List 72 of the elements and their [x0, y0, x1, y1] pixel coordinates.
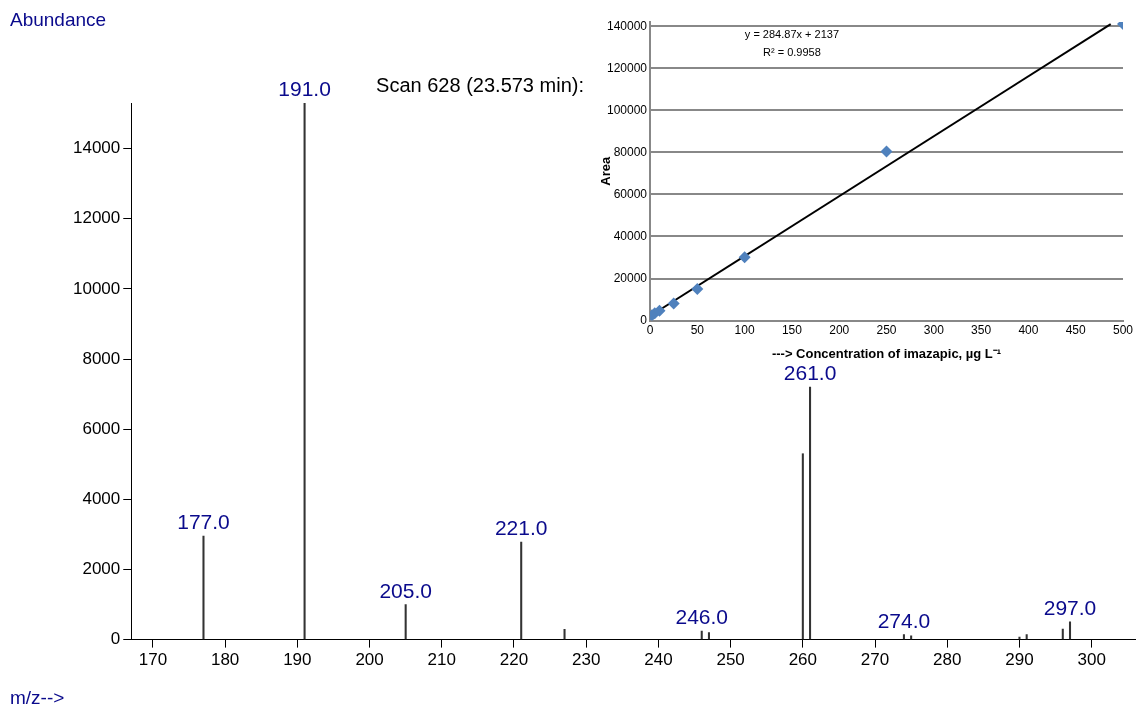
x-tick-label: 300 [1077, 650, 1106, 670]
annotation: R² = 0.9958 [763, 45, 821, 58]
point [691, 283, 704, 296]
y-tick-label: 100000 [607, 102, 648, 117]
bar [202, 535, 205, 640]
x-tick-label: 240 [644, 650, 673, 670]
x-tick-label: 250 [876, 323, 897, 338]
x-tick-label: 500 [1112, 323, 1134, 338]
y-tick-label: 10000 [72, 278, 121, 298]
y-tick-label: 80000 [613, 144, 648, 159]
x-tick-label: 450 [1065, 323, 1087, 338]
x-tick-label: 230 [572, 650, 601, 670]
x-tick-label: 290 [1005, 650, 1034, 670]
x-tick-label: 170 [138, 650, 168, 670]
annotation: 205.0 [379, 578, 432, 602]
y-tick-label: 4000 [82, 489, 121, 508]
x-axis-title: ---> Concentration of imazapic, µg L⁻¹ [771, 346, 1002, 362]
annotation: 246.0 [675, 605, 729, 629]
bar [801, 453, 804, 640]
bar [520, 541, 523, 640]
bar [303, 103, 306, 640]
bar [563, 629, 566, 640]
x-tick-label: 280 [933, 650, 962, 670]
x-tick-label: 250 [716, 650, 745, 670]
bar [707, 632, 710, 640]
y-tick-label: 20000 [613, 270, 648, 285]
y-tick-label: 140000 [607, 18, 648, 33]
x-tick-label: 350 [971, 323, 992, 338]
x-tick-label: 210 [427, 650, 456, 670]
y-tick-label: 2000 [82, 559, 121, 579]
y-axis-title: Abundance [10, 8, 107, 30]
annotation: y = 284.87x + 2137 [744, 27, 840, 40]
point [738, 251, 751, 264]
bar [809, 386, 812, 640]
x-tick-label: 260 [788, 650, 818, 670]
y-tick-label: 120000 [607, 60, 648, 75]
annotation: 177.0 [177, 510, 230, 534]
bar [1068, 621, 1072, 640]
y-tick-label: 0 [110, 629, 121, 649]
y-tick-label: 14000 [72, 138, 121, 158]
y-tick-label: 40000 [613, 228, 648, 243]
y-tick-label: 0 [640, 312, 648, 327]
x-tick-label: 180 [210, 650, 240, 670]
y-tick-label: 8000 [82, 348, 121, 368]
bar [910, 635, 913, 640]
bar [902, 634, 905, 640]
annotation: 261.0 [783, 361, 837, 385]
annotation: 191.0 [278, 77, 331, 101]
x-tick-label: 400 [1018, 323, 1039, 338]
annotation: 274.0 [877, 608, 931, 632]
point [880, 145, 893, 158]
x-tick-label: 200 [829, 323, 850, 338]
x-tick-label: 300 [923, 323, 945, 338]
x-tick-label: 220 [499, 650, 529, 670]
annotation: 221.0 [494, 516, 548, 540]
bar [1025, 634, 1028, 640]
y-axis-title: Area [597, 156, 613, 186]
x-tick-label: 50 [690, 323, 705, 338]
x-axis-title: m/z--> [10, 686, 65, 708]
bar [1061, 628, 1064, 640]
x-tick-label: 200 [355, 650, 384, 670]
bar [404, 604, 407, 640]
y-tick-label: 12000 [72, 208, 121, 228]
y-tick-label: 60000 [613, 186, 648, 201]
y-tick-label: 6000 [82, 418, 121, 438]
x-tick-label: 100 [734, 323, 755, 338]
chart-title: Scan 628 (23.573 min): [376, 73, 584, 96]
annotation: 297.0 [1043, 596, 1097, 620]
x-tick-label: 150 [781, 323, 803, 338]
x-tick-label: 190 [283, 650, 312, 670]
x-tick-label: 270 [860, 650, 890, 670]
point [667, 297, 680, 310]
